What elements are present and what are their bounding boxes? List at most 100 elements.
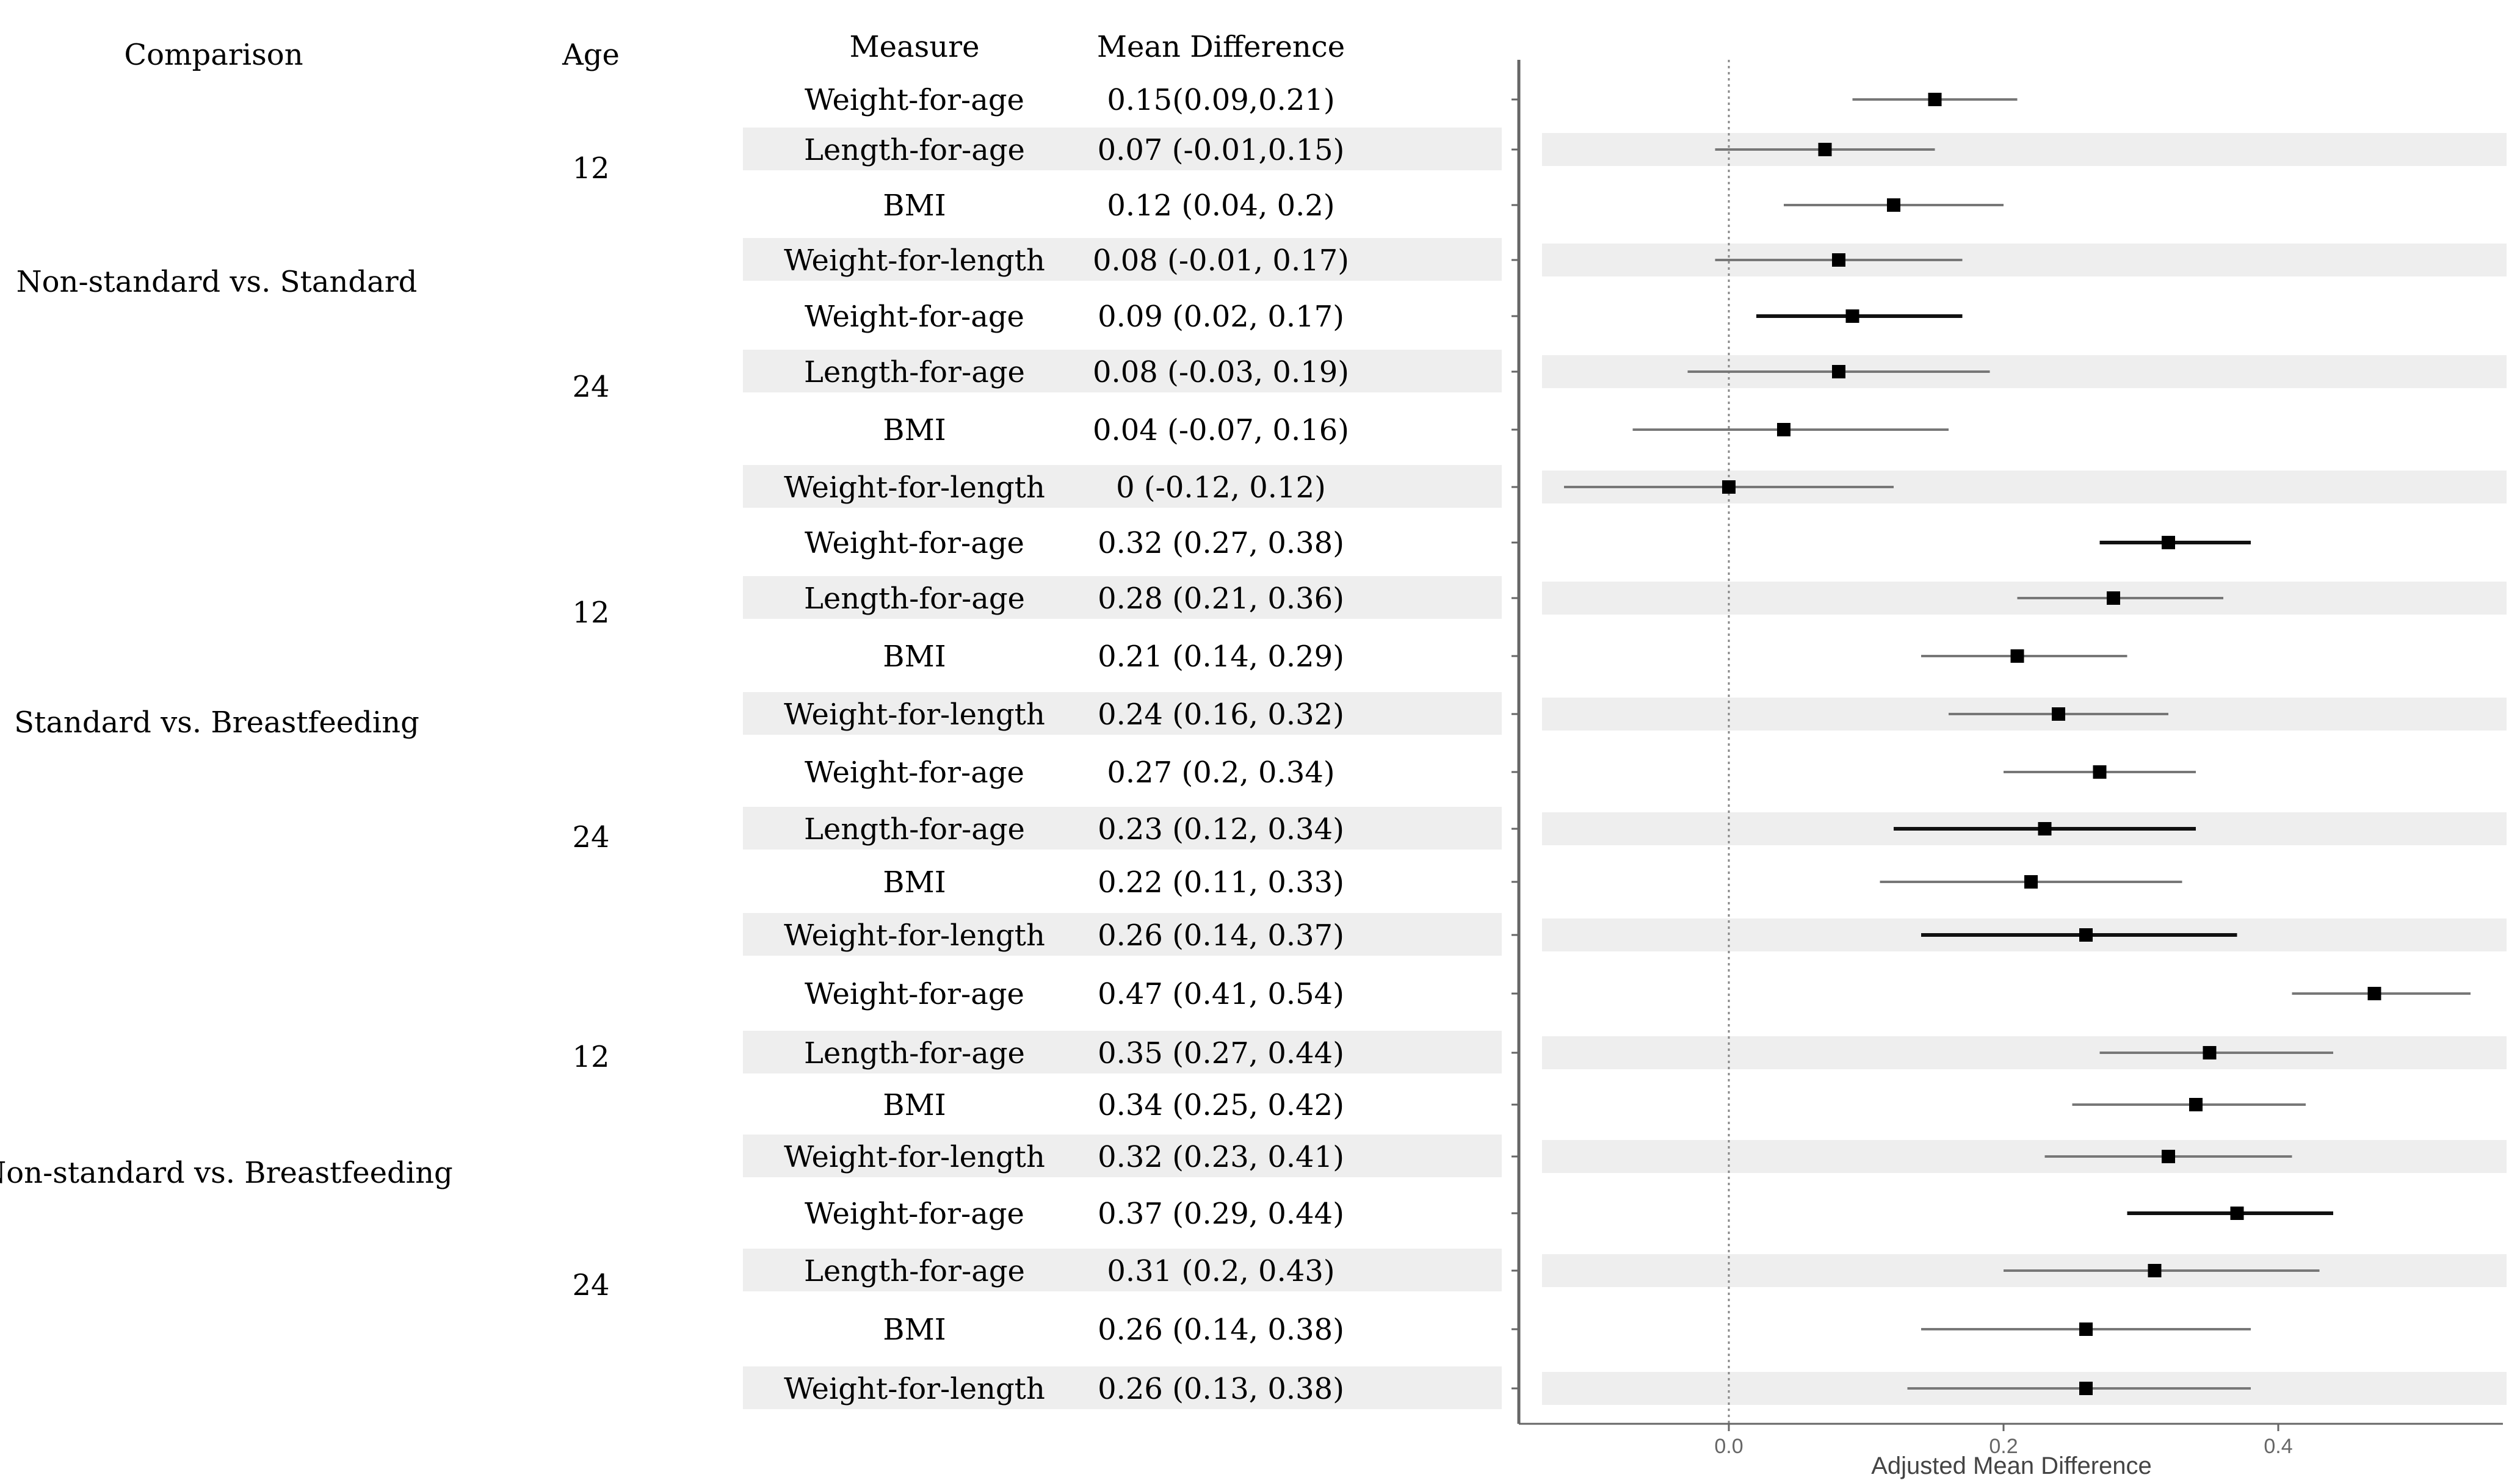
mean-difference-value: 0.27 (0.2, 0.34) [1107, 756, 1334, 790]
measure-label: Length-for-age [804, 355, 1025, 389]
stripe-table [743, 128, 1502, 170]
point-estimate [1818, 143, 1832, 156]
x-axis-label: Adjusted Mean Difference [1871, 1452, 2152, 1479]
measure-label: Weight-for-length [784, 1140, 1045, 1174]
point-estimate [2010, 649, 2024, 663]
stripe-plot [1542, 1140, 2507, 1173]
measure-label: Length-for-age [804, 133, 1025, 167]
age-label: 12 [572, 596, 609, 630]
measure-label: Weight-for-length [784, 698, 1045, 732]
mean-difference-value: 0.12 (0.04, 0.2) [1107, 189, 1334, 223]
x-axis-ticks: 0.0 0.2 0.4 [1714, 1424, 2293, 1458]
measure-label: Length-for-age [804, 1036, 1025, 1070]
point-estimate [2079, 1322, 2093, 1336]
point-estimate [1928, 93, 1942, 106]
point-estimate [2230, 1207, 2244, 1220]
measure-label: Weight-for-length [784, 1372, 1045, 1406]
header-mean-difference: Mean Difference [1097, 30, 1345, 64]
measure-label: Weight-for-age [805, 300, 1024, 334]
measure-label: BMI [883, 189, 946, 223]
comparison-label: Non-standard vs. Standard [16, 265, 418, 299]
point-estimate [1832, 365, 1845, 378]
point-estimate [2052, 707, 2065, 721]
stripe-table [743, 350, 1502, 392]
point-estimate [2079, 928, 2093, 942]
stripe-table [743, 465, 1502, 508]
stripe-table [743, 913, 1502, 956]
header-age: Age [562, 38, 620, 72]
point-estimate [2024, 875, 2038, 889]
mean-difference-value: 0.15(0.09,0.21) [1107, 83, 1334, 117]
point-estimate [2079, 1382, 2093, 1395]
stripe-table [743, 692, 1502, 735]
point-estimate [1887, 198, 1900, 212]
age-label: 24 [572, 820, 609, 854]
measure-column: Weight-for-age Length-for-age BMI Weight-fo… [784, 83, 1045, 1406]
measure-label: BMI [883, 640, 946, 674]
mean-difference-value: 0.04 (-0.07, 0.16) [1093, 413, 1349, 447]
mean-difference-value: 0.07 (-0.01,0.15) [1098, 133, 1345, 167]
point-estimate [2367, 987, 2381, 1000]
mean-difference-value: 0.26 (0.14, 0.38) [1098, 1313, 1344, 1347]
mean-difference-value: 0.37 (0.29, 0.44) [1098, 1197, 1344, 1231]
comparison-label: Standard vs. Breastfeeding [14, 705, 419, 740]
measure-label: Length-for-age [804, 582, 1025, 616]
age-label: 12 [572, 1040, 609, 1074]
stripe-table [743, 807, 1502, 850]
point-estimate [2189, 1098, 2203, 1111]
point-estimate [1845, 309, 1859, 323]
mean-difference-value: 0.26 (0.13, 0.38) [1098, 1372, 1344, 1406]
mean-difference-value: 0.09 (0.02, 0.17) [1098, 300, 1344, 334]
x-tick-label: 0.4 [2264, 1435, 2292, 1458]
mean-difference-value: 0.21 (0.14, 0.29) [1098, 640, 1344, 674]
header-measure: Measure [849, 30, 979, 64]
stripe-plot [1542, 244, 2507, 276]
stripe-table [743, 1135, 1502, 1177]
stripe-table [743, 238, 1502, 281]
mean-difference-value: 0.35 (0.27, 0.44) [1098, 1036, 1344, 1070]
mean-difference-value: 0.47 (0.41, 0.54) [1098, 977, 1344, 1011]
measure-label: BMI [883, 1088, 946, 1122]
mean-difference-value: 0.22 (0.11, 0.33) [1098, 865, 1344, 900]
point-estimate [2093, 765, 2107, 779]
point-estimate [2162, 1150, 2175, 1163]
stripe-table [743, 1366, 1502, 1409]
mean-difference-value: 0.31 (0.2, 0.43) [1107, 1254, 1334, 1288]
measure-label: Weight-for-age [805, 526, 1024, 560]
mean-difference-value: 0.08 (-0.01, 0.17) [1093, 244, 1349, 278]
mean-difference-value: 0 (-0.12, 0.12) [1116, 471, 1326, 505]
point-estimates [1722, 93, 2381, 1395]
measure-label: Weight-for-age [805, 756, 1024, 790]
measure-label: Weight-for-length [784, 471, 1045, 505]
measure-label: BMI [883, 1313, 946, 1347]
measure-label: Length-for-age [804, 1254, 1025, 1288]
measure-label: BMI [883, 413, 946, 447]
stripe-plot [1542, 133, 2507, 166]
comparison-group-labels: Non-standard vs. Standard Standard vs. Br… [0, 265, 453, 1190]
measure-label: Weight-for-age [805, 1197, 1024, 1231]
stripe-table [743, 576, 1502, 619]
age-labels: 12 24 12 24 12 24 [572, 151, 609, 1302]
mean-difference-value: 0.28 (0.21, 0.36) [1098, 582, 1344, 616]
stripe-table [743, 1249, 1502, 1291]
confidence-intervals [1564, 98, 2471, 1390]
mean-difference-value: 0.32 (0.23, 0.41) [1098, 1140, 1344, 1174]
age-label: 24 [572, 370, 609, 404]
comparison-label: Non-standard vs. Breastfeeding [0, 1156, 453, 1190]
x-tick-label: 0.0 [1714, 1435, 1743, 1458]
stripe-plot [1542, 355, 2507, 388]
point-estimate [1832, 253, 1845, 267]
header-comparison: Comparison [124, 38, 303, 72]
mean-difference-value: 0.23 (0.12, 0.34) [1098, 812, 1344, 846]
point-estimate [2162, 536, 2175, 549]
point-estimate [2107, 591, 2120, 605]
point-estimate [1722, 480, 1736, 494]
y-axis-ticks [1512, 98, 1519, 1390]
plot-area: 0.0 0.2 0.4 Adjusted Mean Difference [1512, 60, 2503, 1479]
measure-label: Weight-for-age [805, 83, 1024, 117]
mean-difference-column: 0.15(0.09,0.21) 0.07 (-0.01,0.15) 0.12 (0.… [1093, 83, 1349, 1406]
mean-difference-value: 0.32 (0.27, 0.38) [1098, 526, 1344, 560]
point-estimate [2038, 822, 2052, 835]
point-estimate [2203, 1046, 2217, 1059]
